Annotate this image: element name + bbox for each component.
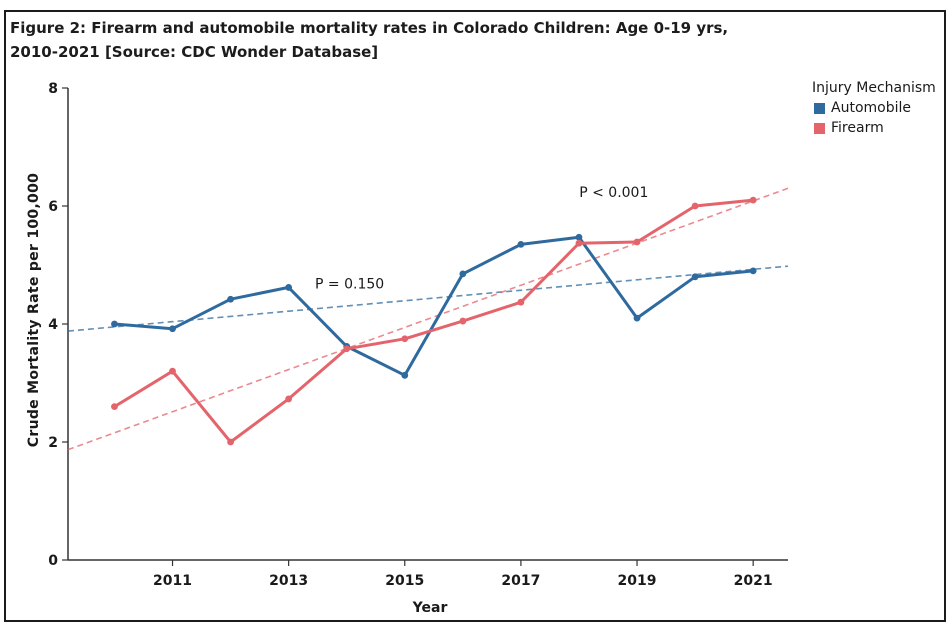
data-point-firearm xyxy=(691,202,699,210)
data-point-automobile xyxy=(575,233,583,241)
chart-title: Figure 2: Firearm and automobile mortali… xyxy=(10,16,830,64)
x-tick-label: 2017 xyxy=(501,573,540,589)
legend-title: Injury Mechanism xyxy=(812,80,936,96)
legend: Injury Mechanism Automobile Firearm xyxy=(812,78,936,138)
legend-label-firearm: Firearm xyxy=(831,120,884,136)
x-tick-label: 2013 xyxy=(269,573,308,589)
trend-lines xyxy=(67,187,789,451)
legend-item-firearm: Firearm xyxy=(814,118,936,138)
annotation-firearm: P < 0.001 xyxy=(579,185,648,201)
data-point-automobile xyxy=(111,320,118,328)
axes xyxy=(67,88,788,561)
data-point-automobile xyxy=(401,371,409,379)
series-line-automobile xyxy=(114,235,754,377)
data-point-automobile xyxy=(691,273,699,281)
axis-ticks: 0 2 4 6 8 2011 2013 2015 2017 2019 2021 xyxy=(48,81,772,589)
y-tick-label: 4 xyxy=(48,317,58,333)
data-point-firearm xyxy=(517,298,525,306)
x-tick-label: 2019 xyxy=(618,573,657,589)
data-point-automobile xyxy=(285,284,293,291)
legend-label-automobile: Automobile xyxy=(831,100,911,116)
data-point-firearm xyxy=(169,367,176,375)
data-point-automobile xyxy=(633,314,641,322)
y-tick-label: 0 xyxy=(48,553,58,569)
data-point-firearm xyxy=(575,239,583,247)
data-point-firearm xyxy=(343,345,351,353)
trend-line-automobile xyxy=(67,265,789,332)
y-tick-label: 8 xyxy=(48,81,58,97)
data-point-automobile xyxy=(459,270,467,278)
trend-line-firearm xyxy=(67,187,789,451)
legend-swatch-firearm xyxy=(814,122,825,134)
annotation-automobile: P = 0.150 xyxy=(315,277,384,293)
data-point-automobile xyxy=(227,295,234,303)
data-point-firearm xyxy=(401,335,409,343)
data-point-automobile xyxy=(169,325,176,333)
chart-subtitle-line: 2010-2021 [Source: CDC Wonder Database] xyxy=(10,43,379,61)
y-tick-label: 6 xyxy=(48,199,58,215)
annotations: P = 0.150 P < 0.001 xyxy=(315,185,648,292)
data-point-automobile xyxy=(749,267,757,275)
legend-swatch-automobile xyxy=(814,102,825,114)
series-line-firearm xyxy=(113,198,754,444)
data-point-firearm xyxy=(227,438,234,446)
data-point-firearm xyxy=(285,395,293,403)
y-tick-label: 2 xyxy=(48,435,58,451)
legend-item-automobile: Automobile xyxy=(814,98,936,118)
data-point-firearm xyxy=(459,317,467,325)
data-point-firearm xyxy=(633,238,641,246)
series-points xyxy=(111,196,757,446)
x-tick-label: 2015 xyxy=(385,573,424,589)
x-axis-label: Year xyxy=(412,600,448,616)
series-lines xyxy=(113,198,754,444)
data-point-firearm xyxy=(111,403,118,410)
y-axis-label: Crude Mortality Rate per 100,000 xyxy=(26,172,42,448)
data-point-automobile xyxy=(517,240,525,248)
data-point-firearm xyxy=(749,196,757,204)
x-tick-label: 2021 xyxy=(734,573,773,589)
chart-title-line: Figure 2: Firearm and automobile mortali… xyxy=(10,19,729,37)
x-tick-label: 2011 xyxy=(153,573,192,589)
